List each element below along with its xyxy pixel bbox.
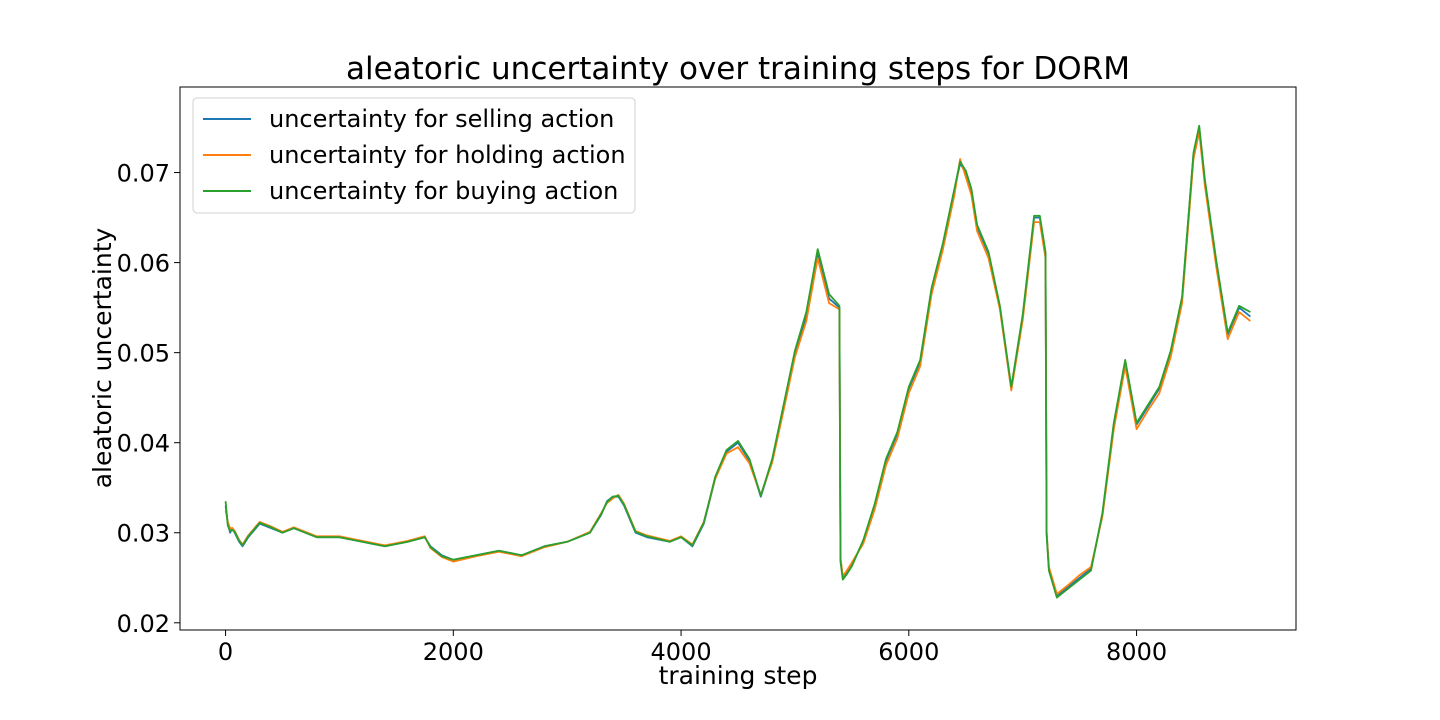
x-tick-label: 2000 xyxy=(423,638,484,666)
x-tick-label: 0 xyxy=(218,638,233,666)
legend: uncertainty for selling action uncertaint… xyxy=(192,97,636,214)
plot-frame xyxy=(179,86,1297,631)
y-tick-label: 0.04 xyxy=(117,430,170,458)
legend-label: uncertainty for buying action xyxy=(269,177,618,205)
x-axis-label: training step xyxy=(659,661,818,690)
y-tick-label: 0.03 xyxy=(117,520,170,548)
x-tick-label: 4000 xyxy=(651,638,712,666)
y-tick-label: 0.05 xyxy=(117,340,170,368)
legend-label: uncertainty for selling action xyxy=(269,105,614,133)
legend-box xyxy=(192,97,636,214)
chart-title: aleatoric uncertainty over training step… xyxy=(346,51,1130,87)
y-axis-label: aleatoric uncertainty xyxy=(88,228,117,489)
x-tick-label: 6000 xyxy=(878,638,939,666)
series-layer xyxy=(224,124,1251,599)
y-tick-label: 0.06 xyxy=(117,250,170,278)
series-line-3 xyxy=(224,124,1251,599)
x-tick-label: 8000 xyxy=(1106,638,1167,666)
legend-label: uncertainty for holding action xyxy=(269,141,626,169)
x-axis-ticks: 0 2000 4000 6000 8000 xyxy=(218,630,1167,666)
y-tick-label: 0.07 xyxy=(117,160,170,188)
y-axis-ticks: 0.02 0.03 0.04 0.05 0.06 0.07 xyxy=(117,160,180,638)
y-tick-label: 0.02 xyxy=(117,610,170,638)
